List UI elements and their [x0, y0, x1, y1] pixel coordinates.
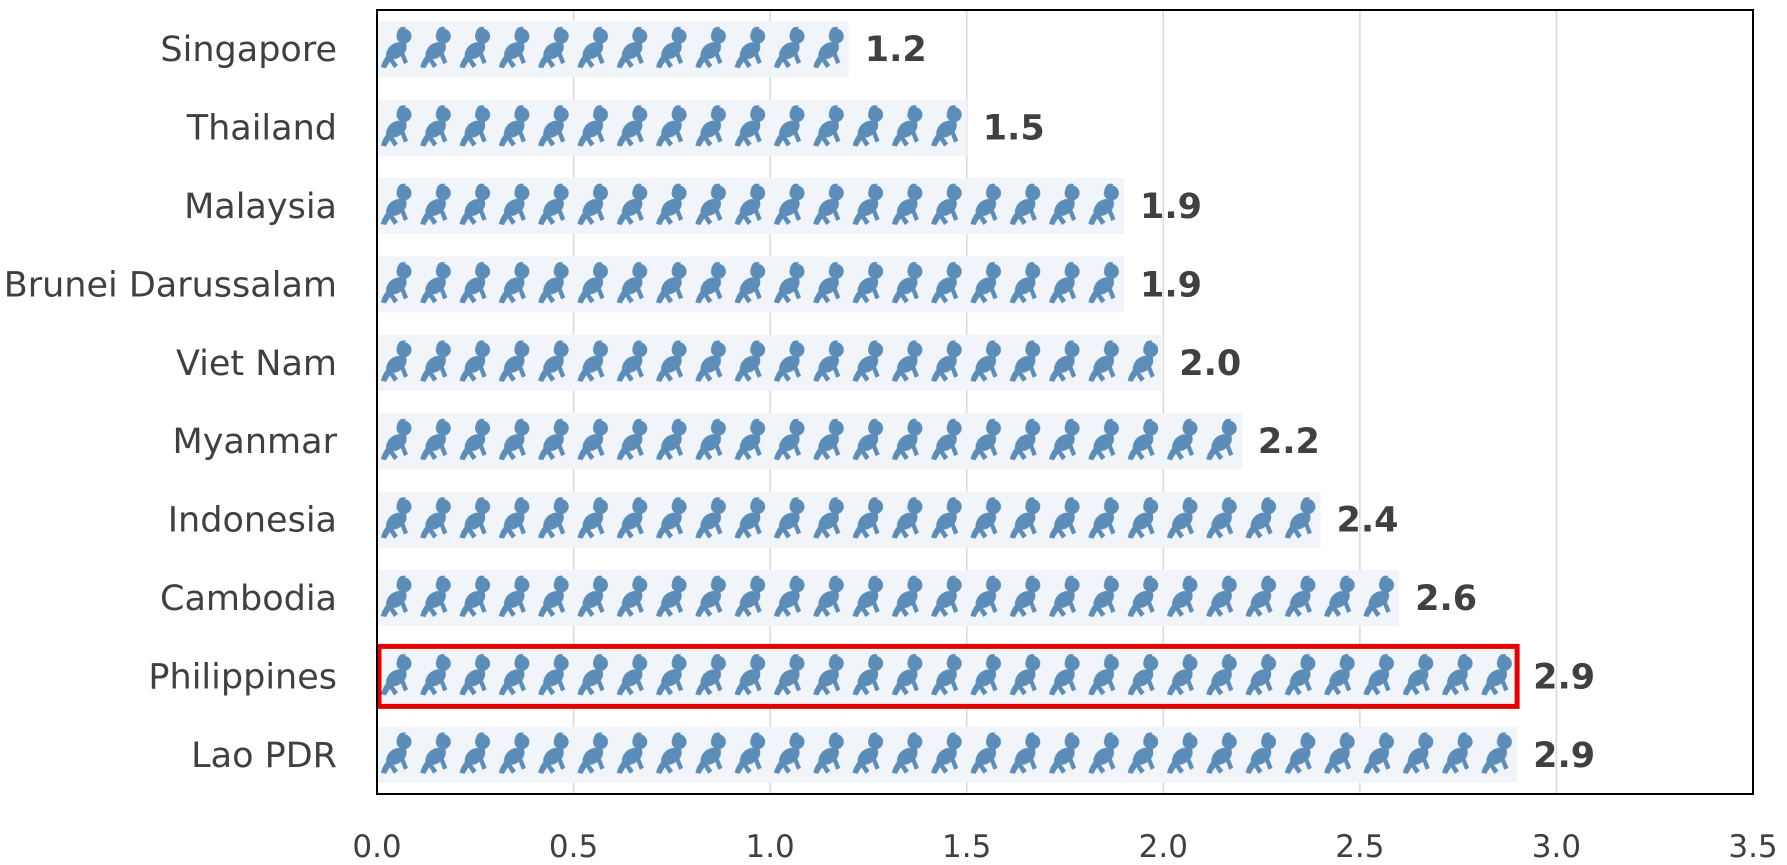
bar-cambodia	[377, 570, 1400, 626]
data-label: 2.0	[1179, 344, 1241, 384]
category-label: Cambodia	[160, 579, 337, 619]
category-label: Malaysia	[184, 187, 337, 227]
bar-viet-nam	[377, 334, 1164, 391]
category-label: Lao PDR	[191, 736, 337, 776]
bar-thailand	[377, 99, 967, 156]
x-axis: 0.0 0.5 1.0 1.5 2.0 2.5 3.0 3.5	[352, 829, 1777, 865]
x-tick-label: 2.0	[1139, 829, 1188, 865]
data-label: 2.9	[1533, 657, 1595, 697]
category-label: Brunei Darussalam	[4, 265, 337, 305]
data-label: 2.2	[1258, 422, 1320, 462]
bar-malaysia	[377, 178, 1124, 234]
data-label: 2.6	[1415, 579, 1477, 619]
bar-indonesia	[377, 491, 1321, 548]
category-label: Singapore	[160, 30, 337, 70]
data-label: 2.9	[1533, 736, 1595, 776]
x-tick-label: 2.5	[1335, 829, 1384, 865]
x-tick-label: 1.5	[942, 829, 991, 865]
x-tick-label: 3.0	[1532, 829, 1581, 865]
category-label: Thailand	[186, 109, 337, 149]
bar-philippines	[377, 648, 1518, 705]
bars: 1.2 1.5 1.9 1.9 2.0 2.2 2.4 2.6 2.9 2.9	[376, 21, 1595, 783]
plot-frame	[376, 9, 1754, 795]
x-tick-label: 3.5	[1728, 829, 1777, 865]
data-label: 1.5	[983, 109, 1045, 149]
category-label: Myanmar	[173, 422, 338, 462]
bar-lao-pdr	[377, 726, 1518, 783]
data-label: 1.9	[1140, 265, 1202, 305]
data-label: 2.4	[1337, 501, 1399, 541]
x-tick-label: 0.0	[352, 829, 401, 865]
bar-myanmar	[377, 413, 1242, 470]
bar-brunei-darussalam	[377, 256, 1124, 313]
x-tick-label: 1.0	[745, 829, 794, 865]
category-label: Indonesia	[168, 501, 337, 541]
x-tick-label: 0.5	[549, 829, 598, 865]
bar-singapore	[377, 21, 849, 78]
highlight-box	[376, 643, 1520, 709]
data-label: 1.9	[1140, 187, 1202, 227]
category-label: Philippines	[148, 657, 337, 697]
data-label: 1.2	[865, 30, 927, 70]
category-label: Viet Nam	[176, 344, 337, 384]
